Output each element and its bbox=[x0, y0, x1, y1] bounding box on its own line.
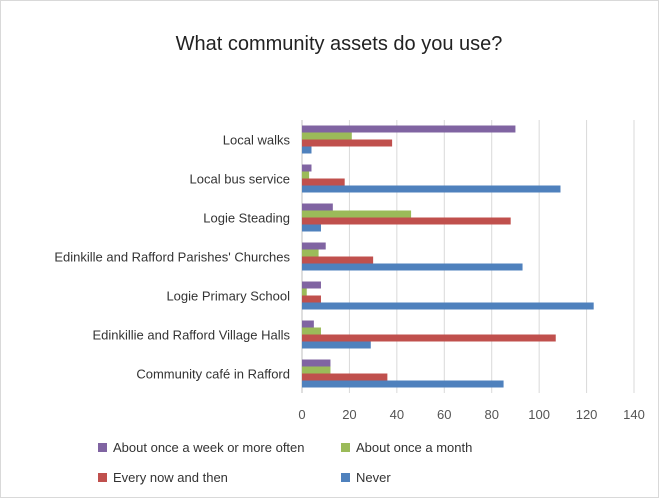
bar bbox=[302, 132, 352, 140]
bar bbox=[302, 224, 321, 232]
bar bbox=[302, 125, 516, 133]
bar bbox=[302, 178, 345, 186]
category-label: Community café in Rafford bbox=[136, 367, 290, 382]
x-tick-label: 0 bbox=[298, 407, 305, 422]
bar bbox=[302, 281, 321, 289]
legend-label: Every now and then bbox=[113, 470, 228, 485]
bar bbox=[302, 217, 511, 225]
category-label: Edinkille and Rafford Parishes' Churches bbox=[54, 250, 290, 265]
x-tick-label: 120 bbox=[576, 407, 598, 422]
bar bbox=[302, 256, 374, 264]
category-label: Edinkillie and Rafford Village Halls bbox=[92, 328, 290, 343]
bar bbox=[302, 164, 312, 172]
category-label: Local walks bbox=[223, 133, 291, 148]
legend-swatch bbox=[341, 443, 350, 452]
x-tick-label: 20 bbox=[342, 407, 356, 422]
x-tick-label: 80 bbox=[484, 407, 498, 422]
bar bbox=[302, 210, 412, 218]
bar bbox=[302, 249, 319, 257]
x-tick-label: 60 bbox=[437, 407, 451, 422]
bar bbox=[302, 341, 371, 349]
bar bbox=[302, 366, 331, 374]
bar bbox=[302, 139, 393, 147]
bars bbox=[302, 125, 594, 388]
category-label: Local bus service bbox=[190, 172, 290, 187]
bar bbox=[302, 380, 504, 388]
x-tick-label: 40 bbox=[390, 407, 404, 422]
legend-label: Never bbox=[356, 470, 391, 485]
bar bbox=[302, 302, 594, 310]
bar bbox=[302, 185, 561, 193]
legend-swatch bbox=[341, 473, 350, 482]
x-tick-labels: 0 20 40 60 80 100 120 140 bbox=[298, 407, 644, 422]
x-tick-label: 140 bbox=[623, 407, 645, 422]
category-label: Logie Steading bbox=[203, 211, 290, 226]
bar bbox=[302, 242, 326, 250]
bar bbox=[302, 203, 333, 211]
category-label: Logie Primary School bbox=[166, 289, 290, 304]
legend-label: About once a month bbox=[356, 440, 472, 455]
bar bbox=[302, 171, 310, 179]
category-labels: Local walks Local bus service Logie Steadi… bbox=[54, 133, 290, 382]
x-tick-label: 100 bbox=[528, 407, 550, 422]
bar bbox=[302, 288, 307, 296]
chart-title: What community assets do you use? bbox=[176, 33, 503, 55]
bar bbox=[302, 146, 312, 154]
legend-label: About once a week or more often bbox=[113, 440, 305, 455]
bar bbox=[302, 373, 388, 381]
bar bbox=[302, 295, 321, 303]
legend-swatch bbox=[98, 443, 107, 452]
bar bbox=[302, 263, 523, 271]
bar bbox=[302, 327, 321, 335]
bar bbox=[302, 359, 331, 367]
bar bbox=[302, 320, 314, 328]
legend: About once a week or more often About onc… bbox=[98, 440, 472, 485]
legend-swatch bbox=[98, 473, 107, 482]
bar bbox=[302, 334, 556, 342]
